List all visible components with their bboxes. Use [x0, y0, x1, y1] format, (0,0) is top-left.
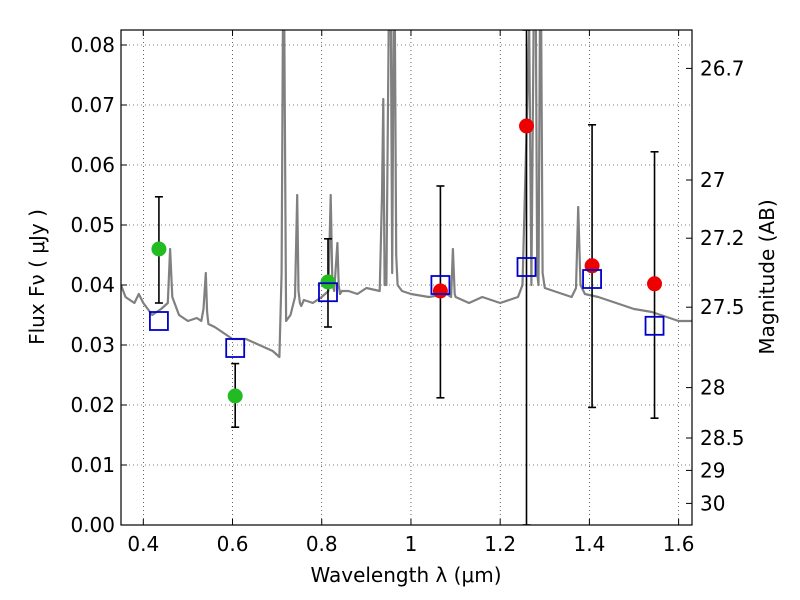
model-square-point — [149, 311, 169, 331]
observed-circle-point — [518, 118, 534, 134]
plot-frame — [120, 29, 693, 526]
model-square-point — [430, 275, 451, 295]
x-tick-label: 0.4 — [127, 532, 159, 556]
observed-circle-point — [320, 274, 336, 290]
x-tick-label: 1 — [405, 532, 418, 556]
data-area — [121, 30, 692, 525]
observed-circle-point — [584, 258, 600, 274]
y-tick-label: 0.04 — [70, 273, 115, 297]
y-tick-label: 0.03 — [70, 333, 115, 357]
y-tick-label: 0.02 — [70, 393, 115, 417]
observed-circle-point — [432, 283, 448, 299]
model-square-point — [644, 315, 665, 336]
y-tick-label: 0.08 — [70, 33, 115, 57]
x-tick-label: 0.6 — [217, 532, 249, 556]
model-square-point — [516, 257, 537, 277]
x-tick-label: 1.6 — [663, 532, 695, 556]
model-spectrum-line — [121, 30, 692, 359]
x-tick-label: 0.8 — [306, 532, 338, 556]
right-tick-label: 30 — [700, 491, 725, 515]
right-tick-label: 27.2 — [700, 226, 745, 250]
right-tick-label: 28 — [700, 376, 725, 400]
right-tick-label: 26.7 — [700, 56, 745, 80]
axis-ticks: 0.4 0.6 0.8 1 1.2 1.4 1.6 0.00 0.01 0.02 0.03 0.04 0… — [70, 30, 745, 556]
model-square-point — [582, 269, 602, 289]
right-axis-title: Magnitude (AB) — [755, 199, 779, 354]
x-axis-title: Wavelength λ (μm) — [310, 563, 501, 587]
observed-circle-point — [647, 276, 663, 292]
y-tick-label: 0.01 — [70, 453, 115, 477]
x-tick-label: 1.4 — [573, 532, 605, 556]
grid — [121, 30, 692, 526]
x-tick-label: 1.2 — [484, 532, 516, 556]
model-square-point — [318, 282, 338, 303]
y-tick-label: 0.05 — [70, 213, 115, 237]
right-tick-label: 29 — [700, 458, 725, 482]
y-tick-label: 0.07 — [70, 93, 115, 117]
right-tick-label: 27.5 — [700, 295, 745, 319]
y-axis-title: Flux Fν ( μJy ) — [25, 209, 49, 345]
y-tick-label: 0.00 — [70, 513, 115, 537]
model-square-point — [225, 338, 246, 358]
right-tick-label: 27 — [700, 168, 725, 192]
y-tick-label: 0.06 — [70, 153, 115, 177]
observed-circle-point — [227, 388, 243, 404]
right-tick-label: 28.5 — [700, 426, 745, 450]
observed-circle-point — [151, 241, 167, 257]
